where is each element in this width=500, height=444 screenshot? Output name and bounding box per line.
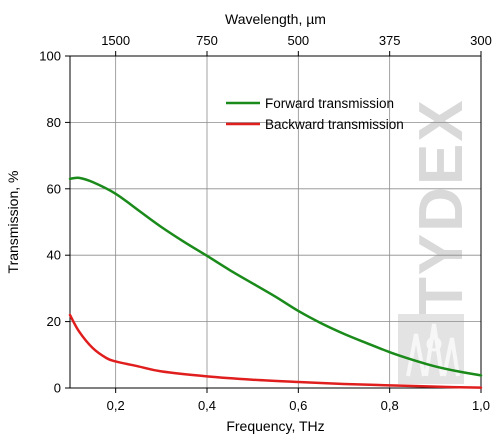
legend: Forward transmission Backward transmissi… — [226, 96, 404, 132]
y-tick-label: 0 — [54, 381, 61, 396]
top-tick-label: 375 — [379, 33, 401, 48]
y-tick-label: 20 — [47, 314, 61, 329]
y-tick-label: 100 — [39, 49, 61, 64]
x-tick-label: 0,8 — [381, 398, 399, 413]
watermark-text: TYDEX — [407, 98, 476, 315]
top-axis: 1500 750 500 375 300 — [101, 33, 492, 56]
top-tick-label: 1500 — [101, 33, 130, 48]
legend-label-forward: Forward transmission — [265, 96, 394, 111]
plot-frame — [69, 55, 482, 389]
x-tick-label: 0,4 — [198, 398, 216, 413]
top-tick-label: 750 — [196, 33, 218, 48]
top-tick-label: 300 — [470, 33, 492, 48]
legend-label-backward: Backward transmission — [265, 117, 404, 132]
top-tick-label: 500 — [287, 33, 309, 48]
y-tick-label: 80 — [47, 115, 61, 130]
y-tick-label: 60 — [47, 181, 61, 196]
x-tick-label: 0,2 — [107, 398, 125, 413]
y-axis-title: Transmission, % — [5, 171, 21, 274]
x-axis: 0,2 0,4 0,6 0,8 1,0 — [107, 388, 490, 413]
watermark-logo — [398, 314, 464, 384]
top-axis-title: Wavelength, µm — [225, 11, 326, 27]
series-group — [68, 176, 483, 389]
series-line-backward — [68, 313, 483, 389]
grid — [70, 56, 481, 388]
y-axis: 0 20 40 60 80 100 — [39, 49, 70, 396]
watermark: TYDEX — [398, 98, 476, 384]
x-axis-title: Frequency, THz — [226, 418, 324, 434]
x-tick-label: 1,0 — [472, 398, 490, 413]
x-tick-label: 0,6 — [289, 398, 307, 413]
y-tick-label: 40 — [47, 248, 61, 263]
series-line-forward — [68, 176, 483, 377]
